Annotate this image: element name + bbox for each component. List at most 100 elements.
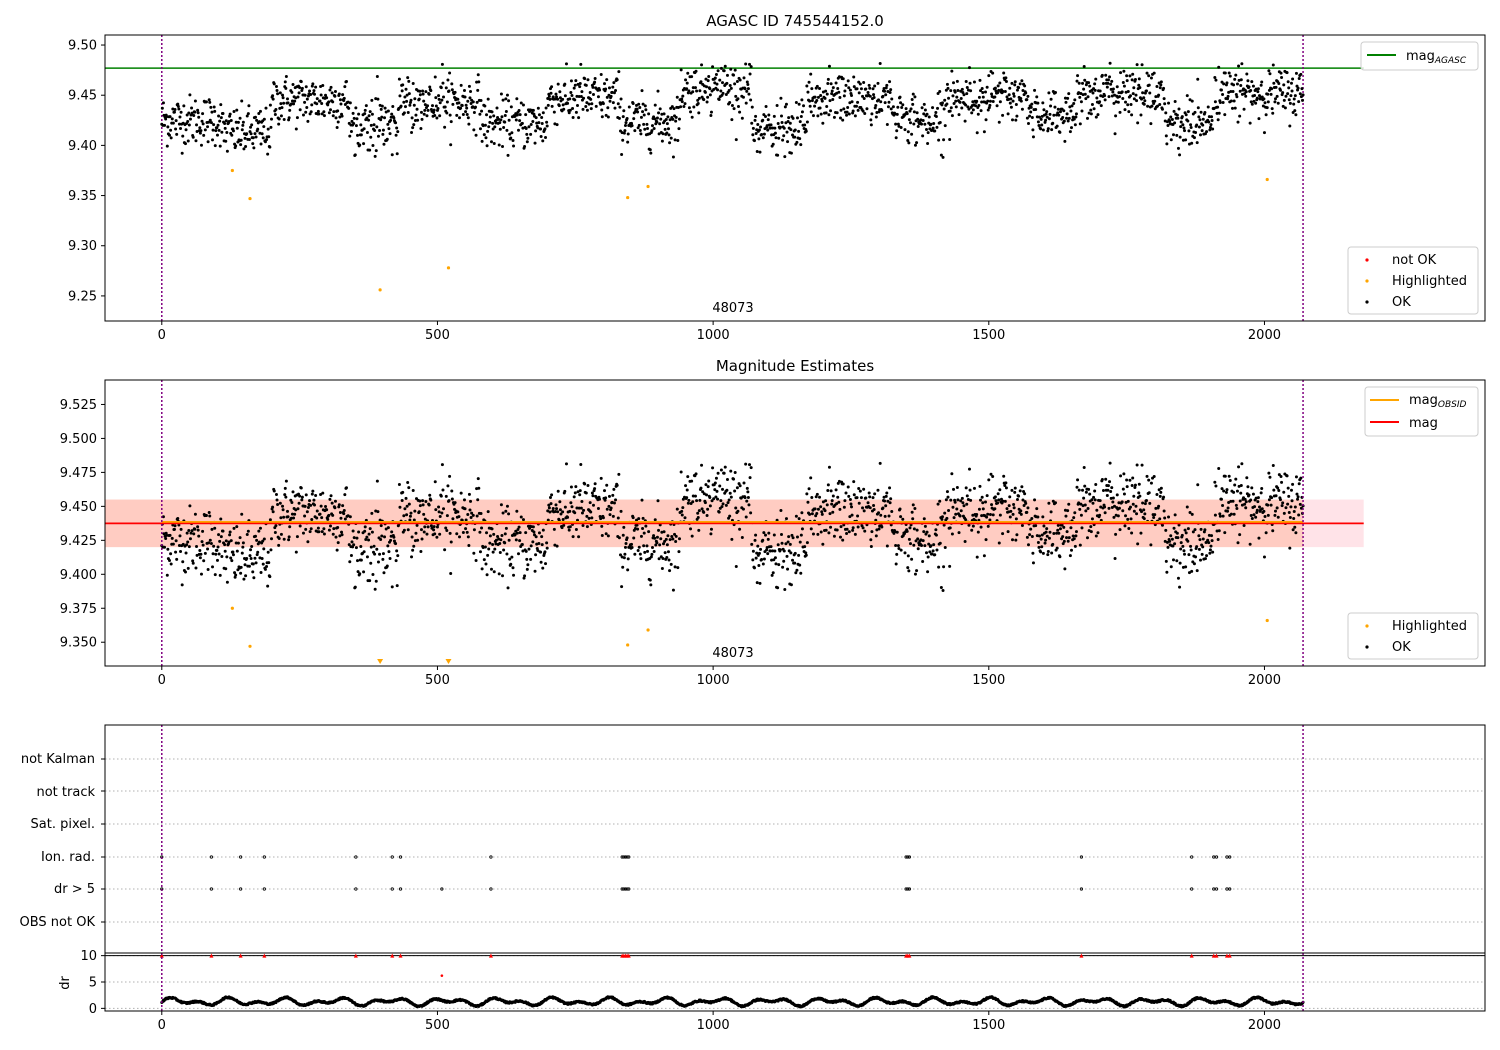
ok-point [367, 118, 371, 122]
ok-point [736, 97, 740, 101]
ok-point [611, 101, 615, 105]
ok-point [447, 89, 451, 93]
ok-point [1218, 514, 1222, 518]
ok-point [342, 509, 346, 513]
ok-point [531, 108, 535, 112]
ok-point [254, 135, 258, 139]
ok-point [1267, 471, 1271, 475]
ok-point [362, 550, 366, 554]
ok-point [1163, 516, 1167, 520]
ok-point [1077, 501, 1081, 505]
ok-point [448, 474, 452, 478]
ok-point [1162, 86, 1166, 90]
ok-point [1093, 498, 1097, 502]
ok-point [969, 89, 973, 93]
ok-point [1031, 561, 1035, 565]
ok-point [762, 132, 766, 136]
ok-point [406, 110, 410, 114]
ok-point [241, 541, 245, 545]
ok-point [217, 114, 221, 118]
panel-2-title: Magnitude Estimates [716, 357, 874, 375]
ok-point [168, 533, 172, 537]
ok-point [1104, 73, 1108, 77]
ok-point [1290, 89, 1294, 93]
ok-point [885, 544, 889, 548]
ok-point [503, 114, 507, 118]
ok-point [815, 492, 819, 496]
ok-point [932, 543, 936, 547]
ok-point [981, 507, 985, 511]
ok-point [912, 110, 916, 114]
flag-marker [1228, 855, 1232, 859]
ok-point [265, 138, 269, 142]
ok-point [271, 510, 275, 514]
ok-point [848, 497, 852, 501]
ok-point [719, 66, 723, 70]
ok-point [1199, 558, 1203, 562]
ok-point [1033, 498, 1037, 502]
ok-point [774, 136, 778, 140]
ok-point [1199, 527, 1203, 531]
ok-point [1037, 124, 1041, 128]
x-tick-label: 0 [158, 328, 166, 343]
ok-point [178, 115, 182, 119]
ok-point [584, 83, 588, 87]
ok-point [855, 496, 859, 500]
ok-point [1221, 503, 1225, 507]
ok-point [368, 579, 372, 583]
ok-point [1178, 153, 1182, 157]
clipped-highlight-marker [377, 659, 384, 664]
ok-point [1048, 112, 1052, 116]
ok-point [1131, 476, 1135, 480]
ok-point [348, 134, 352, 138]
ok-point [911, 517, 915, 521]
ok-point [1058, 130, 1062, 134]
ok-point [588, 501, 592, 505]
ok-point [789, 583, 793, 587]
ok-point [607, 494, 611, 498]
ok-point [1217, 529, 1221, 533]
ok-point [1128, 505, 1132, 509]
ok-point [1109, 82, 1113, 86]
ok-point [1206, 538, 1210, 542]
ok-point [1091, 91, 1095, 95]
ok-point [824, 499, 828, 503]
ok-point [325, 508, 329, 512]
ok-point [386, 109, 390, 113]
ok-point [964, 486, 968, 490]
ok-point [397, 483, 401, 487]
ok-point [425, 114, 429, 118]
ok-point [224, 539, 228, 543]
ok-point [765, 548, 769, 552]
ok-point [819, 530, 823, 534]
ok-point [1090, 517, 1094, 521]
ok-point [1198, 118, 1202, 122]
highlighted-point [248, 644, 252, 648]
ok-point [653, 518, 657, 522]
ok-point [547, 506, 551, 510]
ok-point [967, 107, 971, 111]
ok-point [440, 62, 444, 66]
ok-point [924, 127, 928, 131]
ok-point [369, 135, 373, 139]
ok-point [498, 550, 502, 554]
ok-point [270, 117, 274, 121]
ok-point [671, 155, 675, 159]
ok-point [842, 505, 846, 509]
ok-point [241, 545, 245, 549]
ok-point [641, 527, 645, 531]
ok-point [280, 106, 284, 110]
ok-point [328, 88, 332, 92]
ok-point [942, 565, 946, 569]
ok-point [187, 545, 191, 549]
ok-point [326, 517, 330, 521]
ok-point [1148, 501, 1152, 505]
ok-point [581, 524, 585, 528]
ok-point [1088, 84, 1092, 88]
ok-point [907, 141, 911, 145]
ok-point [807, 487, 811, 491]
panel-2-frame [104, 379, 1486, 667]
ok-point [749, 65, 753, 69]
highlighted-point [1265, 618, 1269, 623]
ok-point [193, 110, 197, 114]
